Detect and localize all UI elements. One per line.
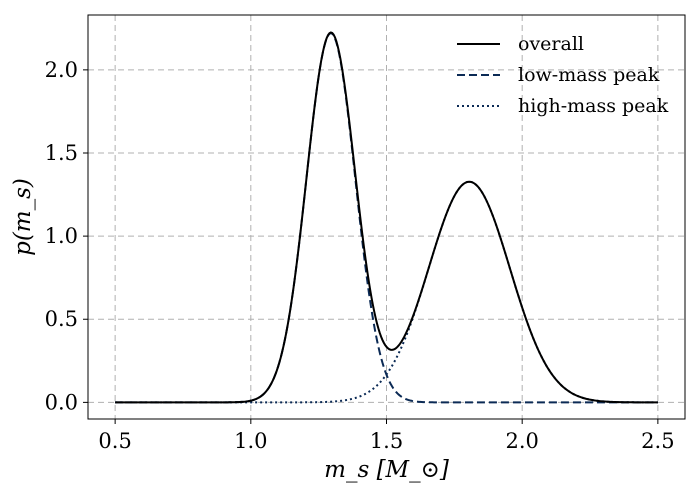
ticks: 0.5 1.0 1.5 2.0 2.5 0.0 0.5 1.0 1.5 2.0: [45, 58, 675, 453]
x-tick-label: 1.0: [234, 429, 267, 453]
x-axis-label: m_s [M_⊙]: [324, 457, 449, 483]
x-tick-label: 1.5: [370, 429, 403, 453]
y-tick-label: 1.5: [45, 141, 78, 165]
legend: overall low-mass peak high-mass peak: [457, 33, 669, 117]
series-line-overall: [115, 31, 658, 404]
grid: [88, 15, 685, 419]
x-tick-label: 2.0: [505, 429, 538, 453]
x-tick-label: 2.5: [641, 429, 674, 453]
y-tick-label: 0.0: [45, 390, 78, 414]
legend-label: overall: [518, 33, 584, 55]
legend-label: high-mass peak: [518, 95, 669, 117]
y-tick-label: 1.0: [45, 224, 78, 248]
x-tick-label: 0.5: [98, 429, 131, 453]
y-tick-label: 2.0: [45, 58, 78, 82]
y-axis-label: p(m_s): [10, 178, 36, 256]
legend-label: low-mass peak: [518, 64, 660, 86]
series-layer: [115, 31, 658, 404]
y-tick-label: 0.5: [45, 307, 78, 331]
